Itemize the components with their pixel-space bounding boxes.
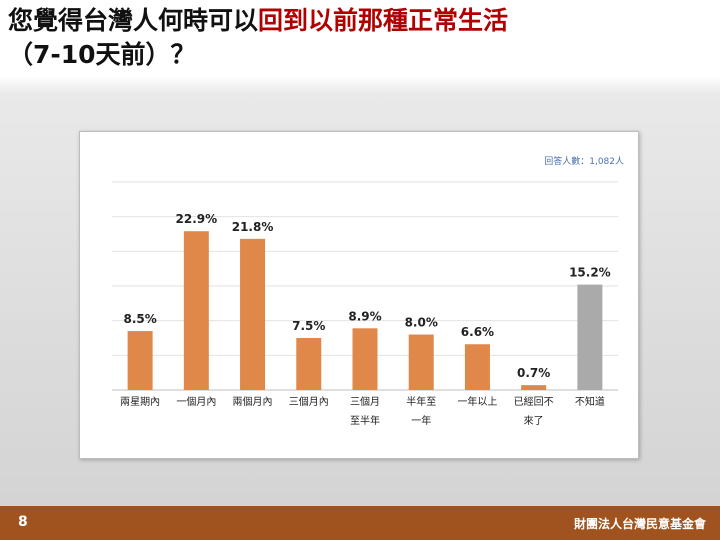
category-label-7: 一年以上 [457, 395, 497, 408]
data-label-9: 15.2% [569, 266, 611, 280]
chart-panel: 8.5% 兩星期內 22.9% 一個月內 21.8% 兩個月內 7.5% 三個月內 8.9% 三個… [79, 131, 639, 459]
category-label-5-line-2: 至半年 [350, 414, 380, 427]
slide-footer: 8 財團法人台灣民意基金會 [0, 506, 720, 540]
bar-chart: 8.5% 兩星期內 22.9% 一個月內 21.8% 兩個月內 7.5% 三個月內 8.9% 三個… [112, 155, 624, 427]
title-line2: （7-10天前）？ [8, 40, 196, 69]
data-label-1: 8.5% [123, 312, 156, 326]
bar-6 [408, 334, 434, 390]
category-label-2: 一個月內 [176, 395, 216, 408]
slide-title: 您覺得台灣人何時可以回到以前那種正常生活 （7-10天前）？ [8, 4, 708, 72]
data-label-2: 22.9% [176, 212, 218, 226]
organization-name: 財團法人台灣民意基金會 [573, 517, 706, 531]
bar-3 [240, 238, 266, 390]
data-label-4: 7.5% [292, 319, 325, 333]
respondent-count-note: 回答人數：1,082人 [544, 155, 624, 167]
title-highlight: 回到以前那種正常生活 [258, 6, 509, 35]
page-number: 8 [18, 514, 28, 530]
category-label-8-line-2: 來了 [524, 415, 544, 427]
category-label-3: 兩個月內 [233, 395, 273, 408]
data-label-7: 6.6% [461, 325, 494, 339]
data-label-8: 0.7% [517, 366, 550, 380]
category-label-1: 兩星期內 [120, 396, 160, 408]
category-label-5-line-1: 三個月 [350, 395, 380, 408]
data-label-3: 21.8% [232, 220, 274, 234]
category-label-4: 三個月內 [289, 395, 329, 408]
bar-5 [352, 328, 378, 390]
category-label-8-line-1: 已經回不 [514, 395, 554, 408]
bar-2 [183, 231, 209, 390]
category-label-9: 不知道 [575, 395, 605, 408]
bar-8 [521, 385, 547, 390]
bar-9 [577, 284, 603, 390]
slide-header: 您覺得台灣人何時可以回到以前那種正常生活 （7-10天前）？ [0, 0, 720, 76]
data-label-5: 8.9% [348, 309, 381, 323]
category-label-6-line-2: 一年 [411, 414, 431, 427]
category-label-6-line-1: 半年至 [406, 395, 436, 408]
bar-7 [464, 344, 490, 390]
title-prefix: 您覺得台灣人何時可以 [8, 6, 259, 35]
bar-1 [127, 331, 153, 390]
data-label-6: 8.0% [405, 316, 438, 330]
bar-4 [296, 338, 322, 390]
